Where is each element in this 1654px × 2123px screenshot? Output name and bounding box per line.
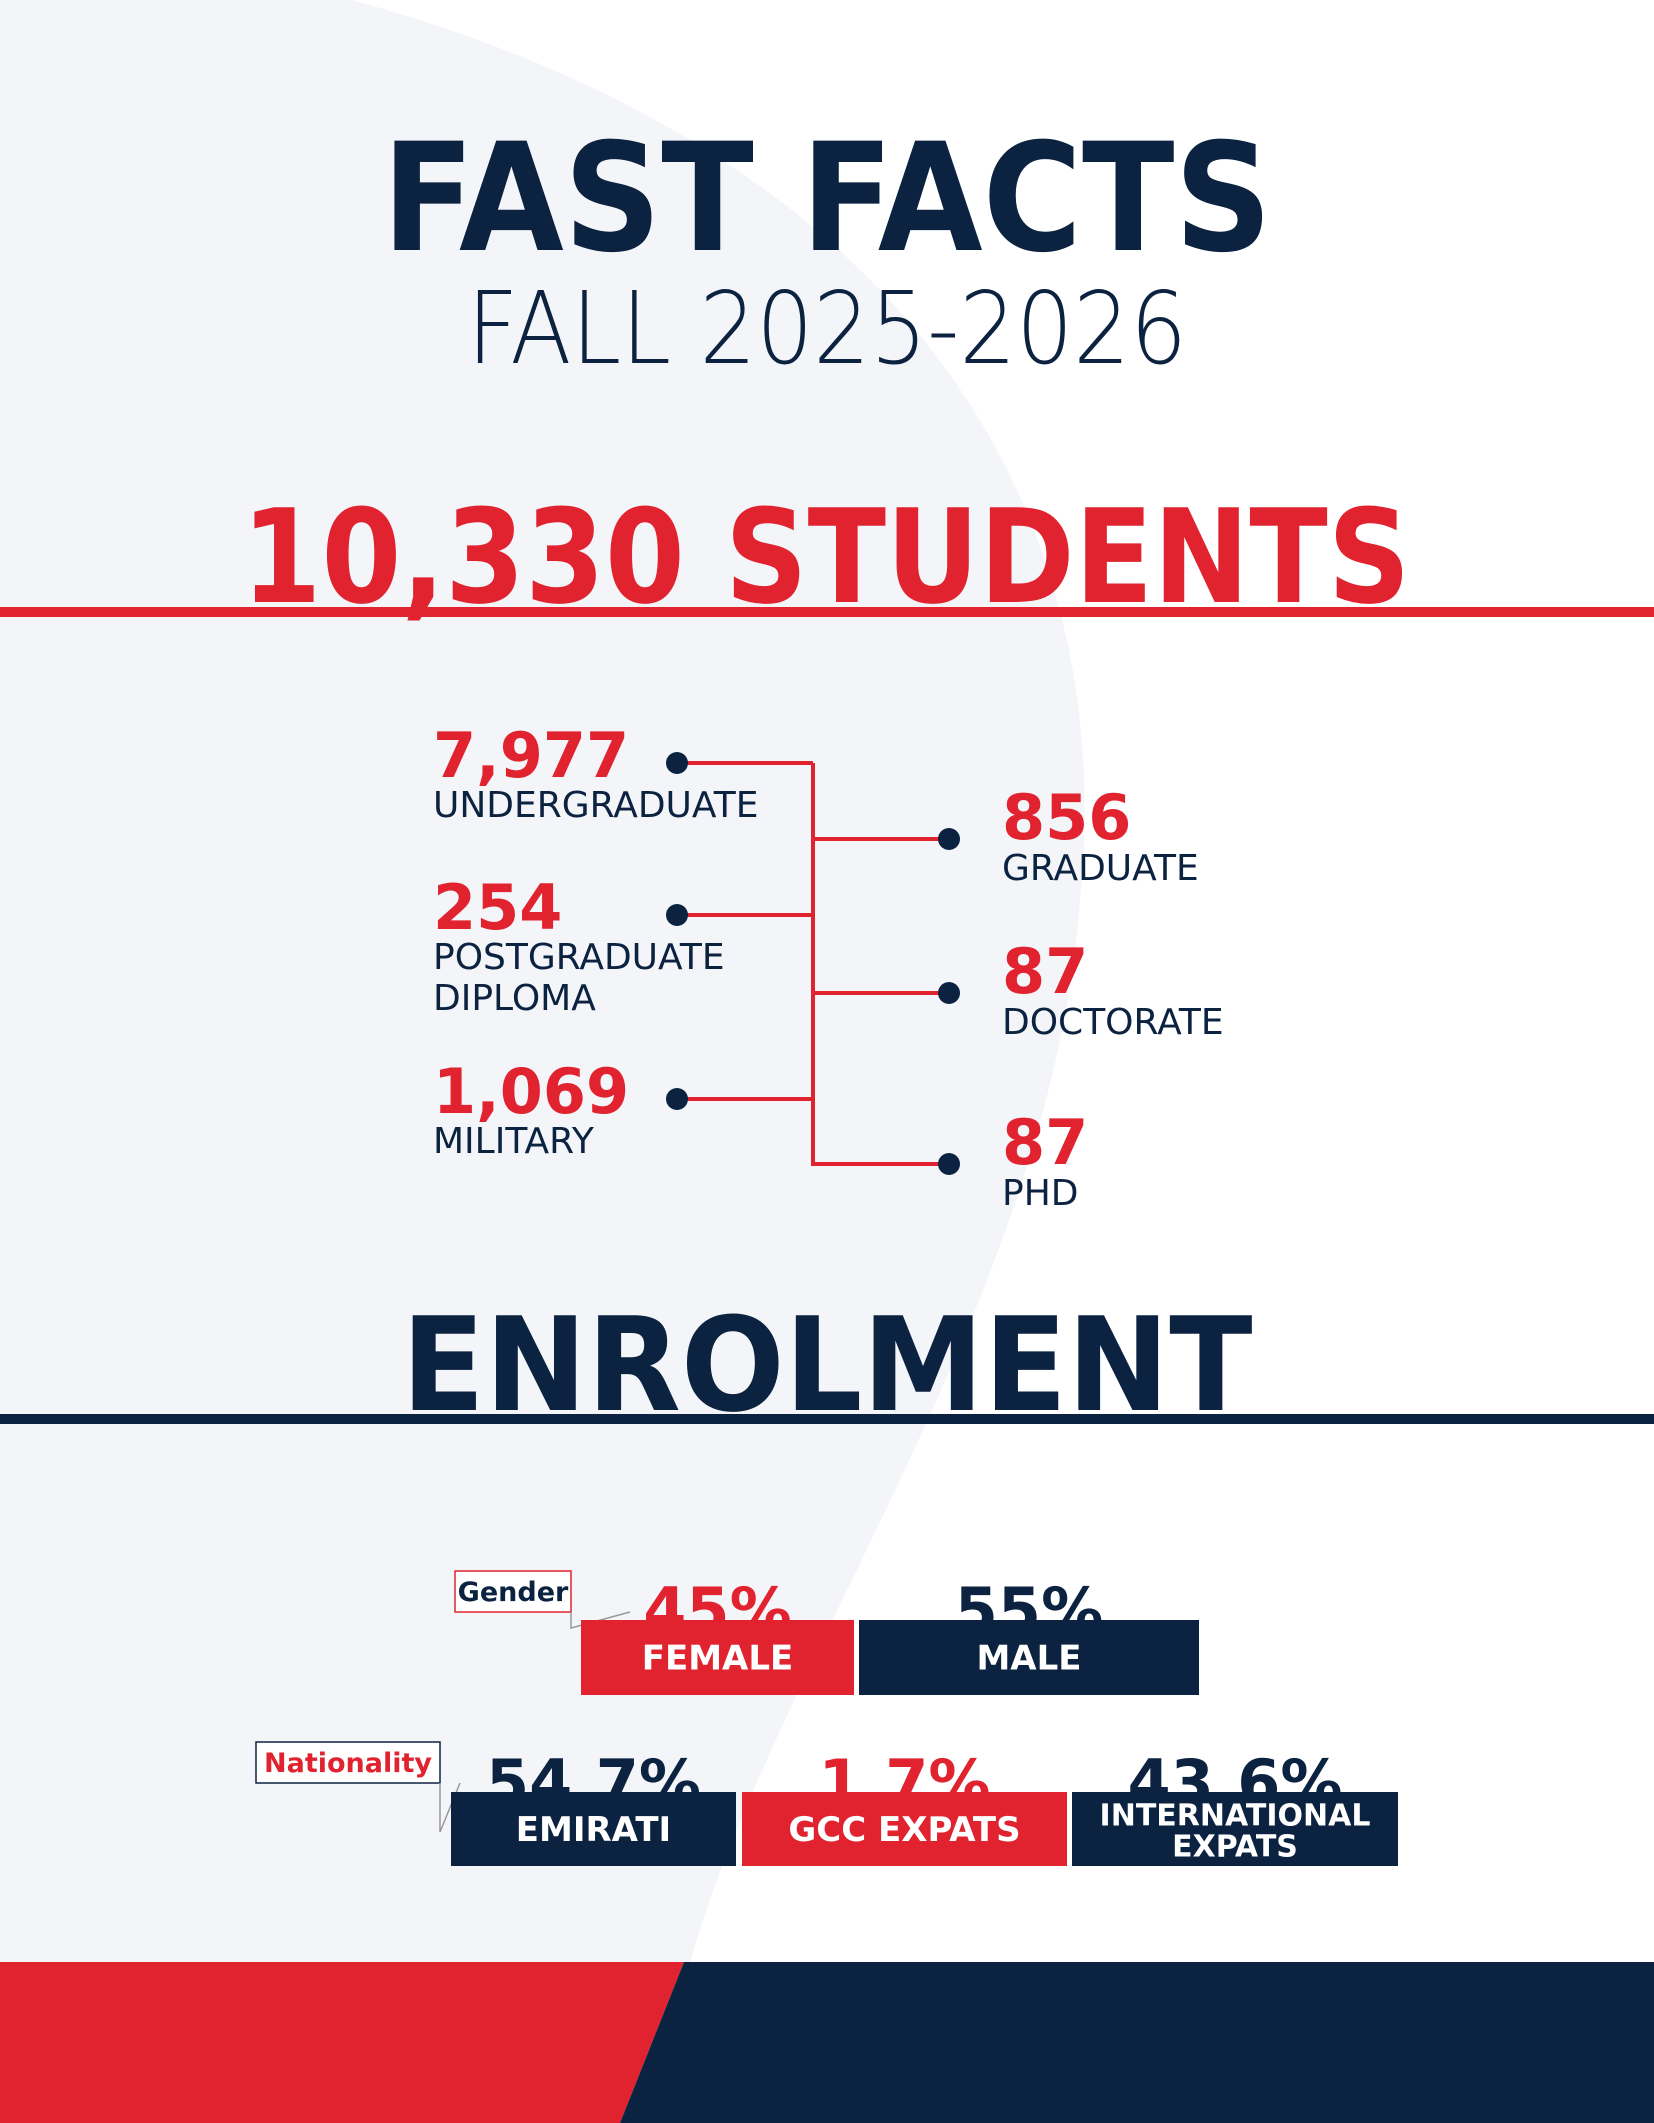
count: 7,977 bbox=[433, 719, 629, 792]
nationality-callout bbox=[255, 1741, 461, 1833]
node-dot bbox=[666, 752, 688, 774]
category-label: PHD bbox=[1002, 1173, 1079, 1214]
category-bar bbox=[451, 1792, 736, 1866]
bar-label: GCC EXPATS bbox=[788, 1810, 1020, 1850]
students-total: 10,330 STUDENTS bbox=[242, 481, 1411, 633]
bar-label: EMIRATI bbox=[516, 1810, 671, 1850]
footer-navy bbox=[620, 1962, 1654, 2123]
bar-label: MALE bbox=[976, 1639, 1081, 1679]
enrolment-title: ENROLMENT bbox=[402, 1289, 1253, 1441]
subtitle: FALL 2025-2026 bbox=[467, 270, 1187, 387]
count: 87 bbox=[1002, 1106, 1088, 1179]
category-bar bbox=[581, 1620, 854, 1695]
category-bar bbox=[1072, 1792, 1398, 1866]
count: 1,069 bbox=[433, 1055, 629, 1128]
category-bar bbox=[859, 1620, 1199, 1695]
divider bbox=[0, 1414, 1654, 1424]
node-dot bbox=[938, 982, 960, 1004]
category-label: GRADUATE bbox=[1002, 848, 1199, 889]
node-dot bbox=[938, 1153, 960, 1175]
node-dot bbox=[938, 828, 960, 850]
category-label: DIPLOMA bbox=[433, 978, 596, 1019]
category-label: MILITARY bbox=[433, 1121, 595, 1162]
gender-callout bbox=[454, 1570, 631, 1629]
node-dot bbox=[666, 904, 688, 926]
divider bbox=[0, 607, 1654, 617]
bar-label: EXPATS bbox=[1172, 1830, 1298, 1865]
count: 254 bbox=[433, 871, 562, 944]
background-curve bbox=[0, 0, 1085, 1962]
category-label: POSTGRADUATE bbox=[433, 937, 725, 978]
tree-lines bbox=[677, 761, 949, 1166]
category-bar bbox=[742, 1792, 1067, 1866]
node-dot bbox=[666, 1088, 688, 1110]
bar-label: INTERNATIONAL bbox=[1100, 1799, 1371, 1834]
title: FAST FACTS bbox=[382, 112, 1272, 286]
category-label: UNDERGRADUATE bbox=[433, 785, 758, 826]
gender-label: Gender bbox=[458, 1577, 569, 1608]
count: 87 bbox=[1002, 935, 1088, 1008]
bar-label: FEMALE bbox=[642, 1639, 794, 1679]
count: 856 bbox=[1002, 781, 1131, 854]
footer-red bbox=[0, 1962, 684, 2123]
category-label: DOCTORATE bbox=[1002, 1002, 1224, 1043]
nationality-label: Nationality bbox=[264, 1748, 432, 1779]
